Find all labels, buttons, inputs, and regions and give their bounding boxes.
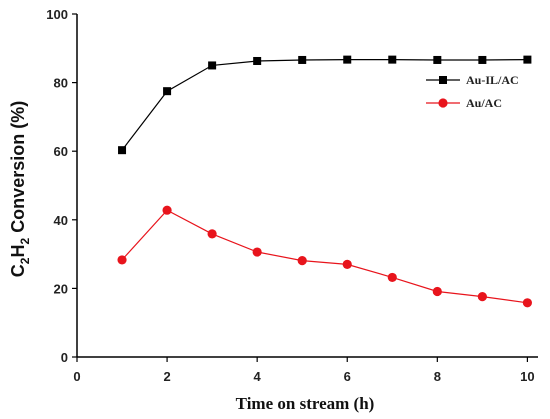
series-line-au-il-ac [121,58,528,151]
legend-item: Au-IL/AC [426,73,519,87]
data-point [162,205,172,215]
legend-label: Au/AC [466,96,502,110]
data-point [163,87,172,96]
y-tick-label: 100 [46,7,68,22]
series-layer [117,55,533,308]
data-point [252,247,262,257]
data-point [388,55,397,64]
data-point [387,272,397,283]
y-axis-title-sub1: 2 [18,257,32,264]
data-point [343,55,352,64]
y-axis-title-suffix: Conversion (%) [8,101,28,238]
legend-marker [438,98,448,108]
legend: Au-IL/AC Au/AC [426,73,519,110]
data-point [432,286,442,297]
x-tick-label: 10 [520,369,534,384]
data-point [117,255,127,265]
y-tick-label: 40 [54,213,68,228]
x-tick-label: 6 [344,369,351,384]
y-axis-title-prefix: C [8,264,28,277]
plot-frame [76,14,538,358]
data-point [523,55,532,64]
y-tick-label: 20 [54,281,68,296]
data-point [478,55,487,64]
y-axis-title: C2H2 Conversion (%) [8,101,32,277]
data-point [522,298,533,308]
data-point [342,259,352,269]
data-point [298,55,307,64]
data-point [118,146,127,155]
y-tick-label: 60 [54,144,68,159]
y-tick-label: 80 [54,76,68,91]
data-point [297,256,307,266]
legend-marker [439,76,447,84]
data-point [208,61,217,70]
x-tick-label: 4 [254,369,262,384]
series-au-il-ac [118,55,532,155]
x-axis-title: Time on stream (h) [236,394,375,413]
y-tick-label: 0 [61,350,68,365]
legend-label: Au-IL/AC [466,73,519,87]
data-point [433,55,442,64]
y-axis-title-mid: H [8,245,28,258]
series-au-ac [117,205,533,308]
x-tick-label: 8 [434,369,441,384]
x-tick-label: 0 [73,369,80,384]
data-point [477,292,487,302]
y-axis-title-sub2: 2 [18,238,32,245]
series-line-au-ac [121,209,528,304]
x-tick-label: 2 [163,369,170,384]
data-point [207,229,217,239]
data-point [253,56,262,65]
legend-item: Au/AC [426,96,502,110]
